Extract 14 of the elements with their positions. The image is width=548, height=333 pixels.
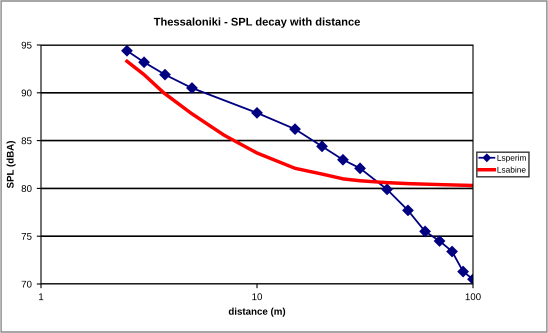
legend-label: Lsabine [498,166,526,173]
x-axis-title: distance (m) [228,308,286,317]
y-tick-label: 70 [22,280,32,288]
y-tick-label: 75 [22,233,32,240]
chart-title: Thessaloniki - SPL decay with distance [154,18,360,28]
y-tick-label: 80 [22,185,32,192]
y-tick-label: 85 [22,137,32,144]
y-tick-label: 90 [22,90,32,96]
x-tick-label: 1 [39,293,44,300]
x-tick-label: 100 [466,293,481,300]
y-axis-title: SPL (dBA) [6,141,16,188]
legend-label: Lsperim [498,154,526,162]
x-tick-label: 10 [252,293,262,300]
y-tick-label: 95 [22,42,32,49]
